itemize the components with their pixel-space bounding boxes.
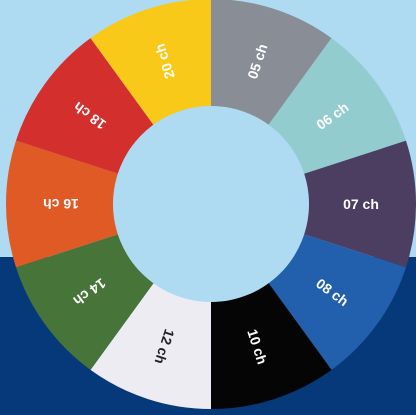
segment-label: 16 ch: [43, 196, 79, 212]
wheel-hub: [113, 106, 309, 302]
segment-label: 07 ch: [343, 196, 379, 212]
segment-07-ch: [211, 140, 416, 268]
segment-16-ch: [5, 140, 212, 268]
